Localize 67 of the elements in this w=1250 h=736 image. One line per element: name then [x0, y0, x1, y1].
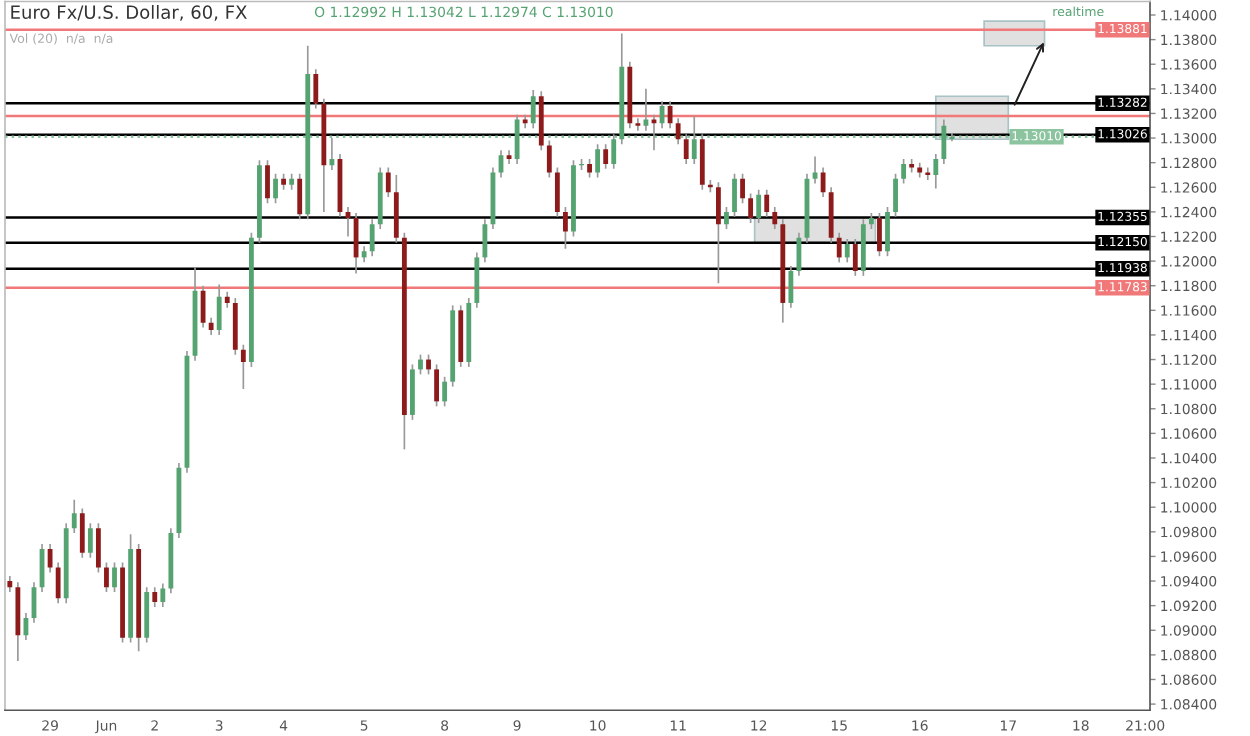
- candlestick: [530, 89, 536, 130]
- candlestick: [385, 166, 391, 198]
- candlestick: [852, 238, 858, 277]
- candlestick: [434, 363, 439, 408]
- chart-title: Euro Fx/U.S. Dollar, 60, FX: [11, 5, 247, 21]
- candlestick: [611, 133, 617, 170]
- candlestick: [265, 159, 270, 205]
- candlestick: [732, 172, 737, 218]
- candlestick: [313, 68, 319, 110]
- candlestick: [546, 139, 552, 179]
- candlestick: [885, 206, 890, 258]
- candlestick: [772, 206, 778, 230]
- candlestick: [95, 522, 101, 574]
- candlestick: [893, 172, 898, 218]
- candlestick: [418, 353, 423, 376]
- candlestick: [860, 218, 866, 277]
- candlestick: [393, 174, 399, 244]
- candlestick: [329, 137, 335, 171]
- candlestick: [112, 561, 117, 593]
- candlestick: [933, 153, 939, 190]
- candlestick: [844, 238, 850, 264]
- candlestick: [836, 231, 842, 264]
- candlestick: [699, 133, 705, 191]
- candlestick: [603, 143, 609, 170]
- candlestick: [273, 172, 278, 205]
- candlestick: [104, 561, 109, 593]
- candlestick: [716, 181, 721, 285]
- candlestick: [369, 218, 375, 258]
- candlestick: [635, 117, 641, 132]
- candlestick: [55, 561, 61, 605]
- candlestick: [756, 188, 762, 224]
- candlestick: [232, 297, 238, 356]
- candlestick: [740, 172, 745, 205]
- candlestick: [410, 363, 415, 421]
- candlestick: [144, 586, 150, 644]
- candlestick: [587, 158, 592, 179]
- candlestick: [941, 118, 947, 165]
- candlestick: [514, 113, 520, 165]
- candlestick: [554, 166, 560, 218]
- candlestick: [764, 188, 770, 218]
- candlestick: [216, 283, 222, 336]
- candlestick: [820, 166, 826, 198]
- candlestick: [683, 133, 689, 165]
- candlestick: [675, 117, 681, 146]
- candlestick: [79, 507, 85, 559]
- candlestick: [482, 218, 488, 264]
- candlestick: [828, 186, 834, 244]
- candlestick: [71, 498, 77, 534]
- candlestick: [748, 192, 754, 224]
- candlestick: [47, 543, 53, 574]
- candlestick: [877, 212, 882, 258]
- candlestick: [442, 375, 448, 408]
- candlestick: [297, 172, 303, 221]
- candlestick: [240, 343, 246, 390]
- candlestick: [788, 265, 794, 309]
- candlestick: [152, 586, 158, 608]
- candlestick: [87, 522, 93, 559]
- candlestick: [667, 100, 673, 130]
- candlestick: [15, 581, 21, 662]
- candlestick: [563, 206, 568, 250]
- candlestick: [595, 143, 601, 179]
- candlestick: [724, 206, 729, 230]
- candlestick: [160, 582, 166, 608]
- candlestick: [901, 158, 907, 185]
- candlestick: [691, 115, 697, 165]
- candlestick: [474, 251, 480, 309]
- candlestick: [426, 353, 431, 376]
